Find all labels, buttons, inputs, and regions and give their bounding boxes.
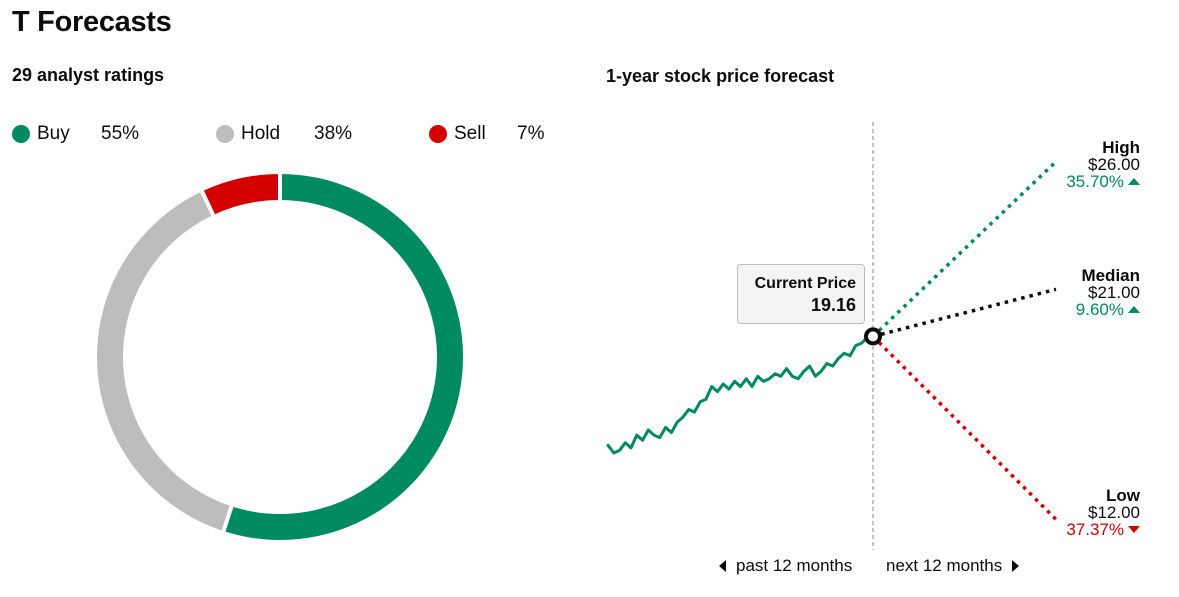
legend-sell-label: Sell — [454, 123, 486, 144]
chevron-right-icon — [1012, 560, 1020, 572]
target-median-pct: 9.60% — [1075, 300, 1124, 319]
target-median: Median $21.00 9.60% — [1076, 267, 1140, 318]
page-title: T Forecasts — [12, 6, 172, 38]
legend-hold-pct: 38% — [314, 123, 353, 144]
past-period-text: past 12 months — [736, 556, 853, 575]
past-period-label: past 12 months — [719, 556, 852, 576]
current-price-callout: Current Price 19.16 — [737, 264, 865, 324]
ratings-donut-chart — [93, 169, 467, 544]
legend-sell-dot — [429, 125, 447, 143]
target-low-label: Low — [1106, 486, 1140, 505]
donut-slice-hold — [93, 186, 235, 536]
target-median-price: $21.00 — [1088, 283, 1140, 302]
target-high-price: $26.00 — [1088, 155, 1140, 174]
price-forecast-chart — [606, 122, 1058, 550]
legend-buy-dot — [12, 125, 30, 143]
legend-item-buy: Buy 55% — [12, 123, 139, 145]
up-arrow-icon — [1128, 178, 1140, 185]
legend-item-hold: Hold 38% — [216, 123, 352, 145]
target-low-change: 37.37% — [1066, 521, 1140, 538]
current-price-value: 19.16 — [810, 295, 856, 315]
next-period-text: next 12 months — [886, 556, 1003, 575]
price-history-line — [606, 334, 875, 455]
legend-buy-pct: 55% — [101, 123, 140, 144]
target-low-pct: 37.37% — [1066, 520, 1124, 539]
next-period-label: next 12 months — [886, 556, 1020, 576]
donut-slice-buy — [220, 169, 467, 544]
forecast-heading: 1-year stock price forecast — [606, 66, 835, 86]
current-price-marker — [864, 327, 882, 346]
projection-line-high — [871, 160, 1058, 338]
legend-buy-label: Buy — [37, 123, 70, 144]
ratings-heading: 29 analyst ratings — [12, 65, 165, 85]
legend-item-sell: Sell 7% — [429, 123, 544, 145]
target-high-change: 35.70% — [1066, 173, 1140, 190]
projection-line-median — [872, 287, 1057, 339]
legend-sell-pct: 7% — [517, 123, 545, 144]
target-high-label: High — [1102, 138, 1140, 157]
projection-line-low — [871, 335, 1058, 521]
target-low: Low $12.00 37.37% — [1066, 487, 1140, 538]
up-arrow-icon — [1128, 306, 1140, 313]
donut-slice-sell — [198, 169, 282, 220]
chevron-left-icon — [719, 560, 726, 572]
target-high: High $26.00 35.70% — [1066, 139, 1140, 190]
down-arrow-icon — [1128, 526, 1140, 533]
target-median-change: 9.60% — [1076, 301, 1140, 318]
legend-hold-label: Hold — [241, 123, 281, 144]
target-median-label: Median — [1081, 266, 1140, 285]
target-low-price: $12.00 — [1088, 503, 1140, 522]
current-price-label: Current Price — [754, 275, 856, 292]
legend-hold-dot — [216, 125, 234, 143]
target-high-pct: 35.70% — [1066, 172, 1124, 191]
